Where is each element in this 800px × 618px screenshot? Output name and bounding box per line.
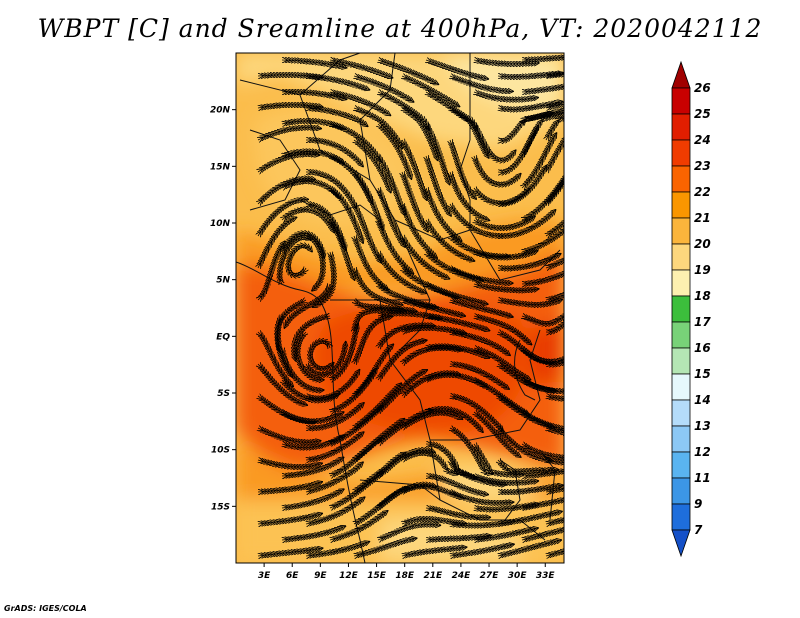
streamline [258,154,320,172]
grads-credit: GrADS: IGES/COLA [4,604,87,613]
lat-tick-label: 10N [210,219,231,229]
colorbar-label: 7 [694,523,703,537]
streamline [546,293,564,300]
streamline [258,179,316,204]
colorbar-segment [671,139,691,167]
map-plot-area [236,53,564,563]
streamline [522,227,564,252]
longitude-axis: 3E 6E 9E 12E 15E 18E 21E 24E 27E 30E 33E [258,563,556,581]
colorbar-label: 15 [694,367,711,381]
lat-tick-label: 15N [210,162,231,172]
colorbar-segment [671,373,691,401]
lon-tick-label: 3E [258,571,271,581]
lon-tick-label: 15E [367,571,387,581]
colorbar-label: 11 [694,471,711,485]
colorbar-label: 23 [694,159,711,173]
colorbar-segment [671,217,691,245]
colorbar-label: 17 [694,315,711,329]
colorbar-segment [671,87,691,115]
colorbar-segment [671,191,691,219]
streamline [546,360,564,364]
streamline [498,540,562,556]
lon-tick-label: 21E [423,571,443,581]
colorbar-segment [671,477,691,505]
colorbar-label: 9 [694,497,702,511]
colorbar-segment [671,243,691,271]
colorbar-label: 24 [694,133,711,147]
streamline [546,428,564,434]
colorbar-segment [671,425,691,453]
lat-tick-label: 5N [216,276,230,286]
colorbar-label: 26 [694,81,711,95]
streamline [522,272,564,284]
colorbar-segment [671,529,691,558]
streamline [546,460,564,463]
colorbar-segment [671,269,691,297]
lon-tick-label: 6E [286,571,299,581]
colorbar-label: 12 [694,445,711,459]
map-title: WBPT [C] and Sreamline at 400hPa, VT: 20… [37,14,763,43]
streamline [426,508,491,518]
streamline [330,220,355,281]
lon-tick-label: 24E [452,571,472,581]
lat-tick-label: EQ [216,332,230,342]
colorbar-label: 19 [694,263,711,277]
lon-tick-label: 12E [339,571,359,581]
colorbar-label: 25 [694,107,711,121]
streamline [258,241,285,300]
streamline [522,57,564,60]
lon-tick-label: 30E [508,571,528,581]
lat-tick-label: 5S [217,389,230,399]
colorbar-segment [671,347,691,375]
streamline [522,499,564,508]
colorbar-segment [671,165,691,193]
colorbar-segment [671,60,691,89]
streamline [258,128,322,140]
colorbar-segment [671,295,691,323]
colorbar-segment [671,321,691,349]
streamline [546,519,564,524]
colorbar-label: 21 [694,211,711,225]
lat-tick-label: 15S [211,502,230,512]
latitude-axis: 20N 15N 10N 5N EQ 5S 10S 15S [210,106,236,512]
streamline [546,258,564,268]
lon-tick-label: 9E [314,571,327,581]
colorbar-label: 13 [694,419,711,433]
colorbar: 26 25 24 23 22 21 20 19 18 17 16 15 14 13 12 11 9 7 [671,60,711,558]
streamline [522,470,564,476]
streamlines [258,57,564,556]
colorbar-segment [671,113,691,141]
colorbar-segment [671,451,691,479]
colorbar-label: 22 [694,185,711,199]
streamline [522,86,564,92]
streamline [474,60,540,64]
streamline [498,511,563,524]
colorbar-segment [671,399,691,427]
colorbar-label: 14 [694,393,711,407]
colorbar-label: 18 [694,289,711,303]
streamline [546,320,564,332]
lon-tick-label: 18E [395,571,415,581]
streamline [546,396,564,399]
streamline [546,74,564,77]
lon-tick-label: 27E [480,571,500,581]
lat-tick-label: 20N [210,106,231,116]
streamline [522,380,564,391]
streamline [546,550,564,556]
streamline [474,284,539,290]
streamline [354,538,418,556]
map-frame [235,52,565,564]
lon-tick-label: 33E [536,571,556,581]
colorbar-label: 16 [694,341,711,355]
colorbar-label: 20 [694,237,711,251]
lat-tick-label: 10S [211,446,230,456]
streamline [546,488,564,492]
colorbar-segment [671,503,691,531]
streamline [378,525,441,540]
streamline [330,510,388,540]
